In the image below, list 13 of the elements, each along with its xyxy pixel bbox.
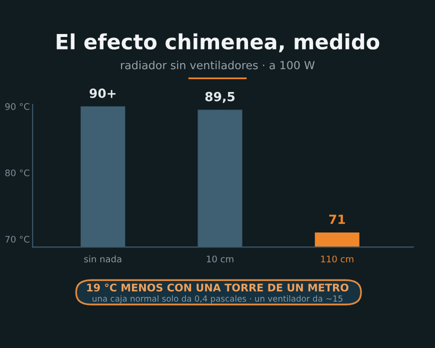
chart-title: El efecto chimenea, medido xyxy=(56,33,380,52)
x-tick-label: 110 cm xyxy=(321,256,354,262)
text: 19 °C MENOS CON UNA TORRE DE UN METRO xyxy=(87,284,348,292)
y-tick-label: 70 °C xyxy=(5,236,30,243)
data-label: 90+ xyxy=(90,88,116,98)
chart-subtitle: radiador sin ventiladores · a 100 W xyxy=(121,60,315,70)
text: una caja normal solo da 0,4 pascales · un ventilador da ~15 xyxy=(92,295,342,304)
x-tick-label: sin nada xyxy=(84,255,122,262)
x-tick-label: 10 cm xyxy=(206,256,234,262)
data-label: 71 xyxy=(329,214,345,224)
data-label: 89,5 xyxy=(205,92,235,103)
y-tick-label: 80 °C xyxy=(5,169,30,176)
y-tick-label: 90 °C xyxy=(5,103,30,110)
